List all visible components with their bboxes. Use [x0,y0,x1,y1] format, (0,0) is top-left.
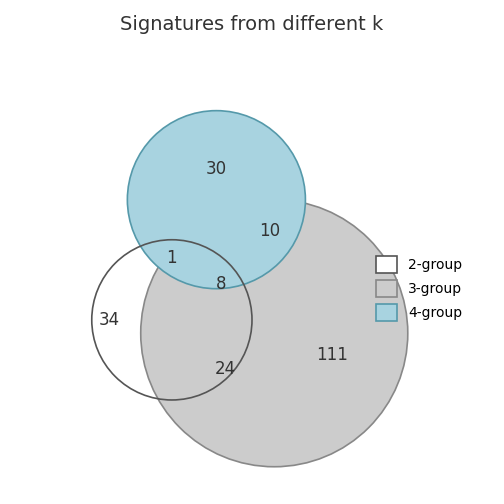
Text: 30: 30 [206,160,227,177]
Text: 34: 34 [99,311,120,329]
Text: 10: 10 [259,222,280,240]
Text: 1: 1 [166,248,177,267]
Text: 111: 111 [316,346,348,364]
Text: 24: 24 [215,360,236,378]
Legend: 2-group, 3-group, 4-group: 2-group, 3-group, 4-group [370,251,468,327]
Circle shape [141,200,408,467]
Title: Signatures from different k: Signatures from different k [120,15,384,34]
Text: 8: 8 [216,275,226,293]
Circle shape [128,111,305,289]
